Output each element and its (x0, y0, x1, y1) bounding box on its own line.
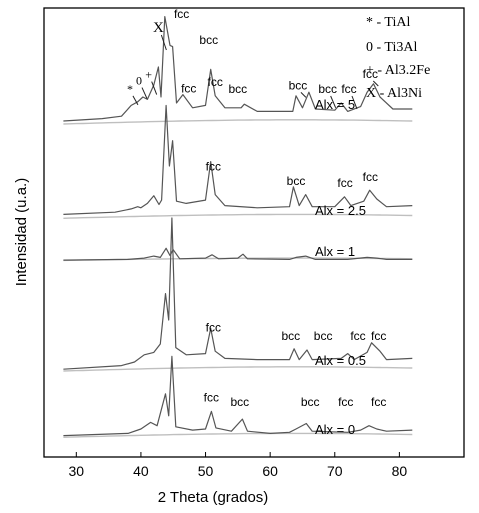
series-label-alx-5: Alx = 5 (315, 97, 355, 112)
series-label-alx-1: Alx = 1 (315, 244, 355, 259)
annotation-alx-0-bcc-2: bcc (301, 395, 320, 409)
trace-alx-0-5 (63, 217, 413, 370)
annotation-alx-5-bcc-5: bcc (199, 33, 218, 47)
legend-entry-al3ni: X - Al3Ni (366, 86, 422, 101)
x-axis-label: 2 Theta (grados) (158, 489, 269, 506)
legend-entry-tial: * - TiAl (366, 15, 410, 30)
legend-entry-ti3al: 0 - Ti3Al (366, 40, 417, 55)
x-tick-label-50: 50 (198, 463, 214, 479)
plot-frame (43, 7, 465, 458)
x-tick-label-40: 40 (133, 463, 149, 479)
annotation-alx-5--0: * (127, 82, 133, 96)
annotation-alx-5-fcc-4: fcc (174, 7, 189, 21)
trace-alx-1 (63, 247, 413, 261)
annotation-alx-5-0-1: 0 (136, 74, 142, 88)
x-tick-label-80: 80 (392, 463, 408, 479)
annotation-alx-5-fcc-7: fcc (208, 75, 223, 89)
x-tick-label-30: 30 (69, 463, 85, 479)
annotation-alx-0-5-fcc-3: fcc (350, 329, 365, 343)
annotation-alx-0-fcc-4: fcc (371, 395, 386, 409)
baseline-alx-0 (63, 432, 413, 438)
annotation-alx-2-5-fcc-0: fcc (206, 159, 221, 173)
baseline-alx-2-5 (63, 213, 413, 219)
annotation-alx-2-5-fcc-2: fcc (337, 176, 352, 190)
annotation-alx-5-bcc-10: bcc (318, 82, 337, 96)
annotation-alx-0-fcc-0: fcc (204, 390, 219, 404)
baseline-alx-5 (63, 119, 413, 125)
trace-alx-0 (63, 355, 413, 437)
series-label-alx-0-5: Alx = 0.5 (315, 353, 366, 368)
trace-alx-2-5 (63, 104, 413, 215)
pointer-alx-5-2 (151, 81, 158, 95)
annotation-alx-5-fcc-12: fcc (363, 67, 378, 81)
pointer-alx-5-12 (372, 80, 379, 87)
pointer-alx-5-3 (160, 34, 167, 51)
baseline-alx-0-5 (63, 366, 413, 372)
annotation-alx-2-5-bcc-1: bcc (287, 174, 306, 188)
pointer-alx-5-9 (300, 92, 307, 98)
annotation-alx-5-bcc-9: bcc (289, 78, 308, 92)
annotation-alx-0-5-fcc-4: fcc (371, 329, 386, 343)
legend: * - TiAl 0 - Ti3Al + - Al3.2Fe X - Al3Ni (366, 15, 430, 101)
y-axis-label: Intensidad (u.a.) (13, 178, 30, 286)
legend-entry-al32fe: + - Al3.2Fe (366, 63, 430, 78)
pointer-alx-5-11 (351, 95, 358, 110)
pointer-alx-5-0 (132, 95, 139, 106)
annotation-alx-5-bcc-8: bcc (229, 82, 248, 96)
pointer-alx-5-1 (141, 87, 148, 99)
annotation-alx-5-x-3: X (153, 20, 164, 36)
annotation-alx-0-5-bcc-2: bcc (314, 329, 333, 343)
annotation-alx-5--2: + (145, 68, 152, 82)
x-tick-label-60: 60 (262, 463, 278, 479)
pointer-alx-5-10 (330, 95, 337, 108)
series-label-alx-2-5: Alx = 2.5 (315, 203, 366, 218)
annotation-alx-0-5-fcc-0: fcc (206, 320, 221, 334)
annotation-alx-5-fcc-6: fcc (181, 82, 196, 96)
trace-alx-5 (63, 16, 413, 122)
x-tick-label-70: 70 (327, 463, 343, 479)
annotation-alx-2-5-fcc-3: fcc (363, 170, 378, 184)
annotation-alx-0-5-bcc-1: bcc (281, 329, 300, 343)
series-label-alx-0: Alx = 0 (315, 422, 355, 437)
annotation-alx-5-fcc-11: fcc (341, 82, 356, 96)
annotation-alx-0-fcc-3: fcc (338, 395, 353, 409)
annotation-alx-0-bcc-1: bcc (230, 395, 249, 409)
